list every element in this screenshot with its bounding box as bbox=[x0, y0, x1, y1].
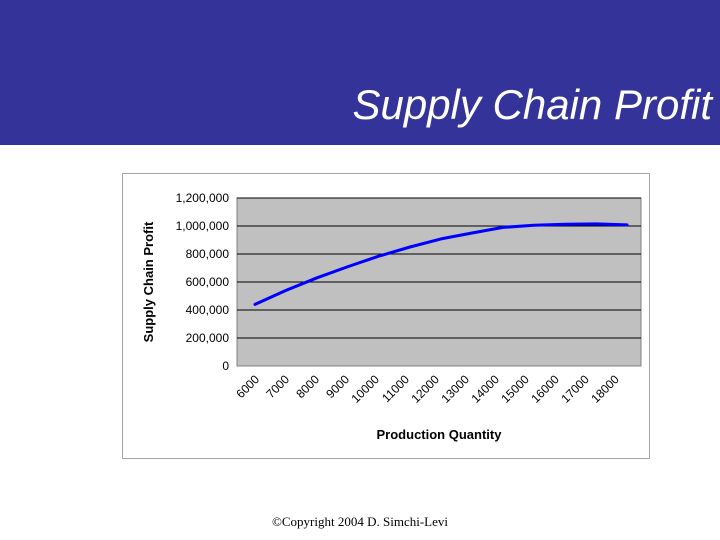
x-tick-label: 7000 bbox=[263, 372, 292, 401]
x-tick-label: 14000 bbox=[468, 372, 502, 406]
series-line bbox=[253, 222, 629, 306]
x-axis-ticks: 6000 7000 8000 9000100001100012000130001400… bbox=[233, 372, 622, 406]
slide-title: Supply Chain Profit bbox=[352, 81, 712, 128]
y-axis-label: Supply Chain Profit bbox=[141, 221, 156, 342]
x-tick-label: 15000 bbox=[498, 372, 532, 406]
x-axis-label: Production Quantity bbox=[377, 427, 503, 442]
x-tick-label: 13000 bbox=[438, 372, 472, 406]
chart: 0 200,000 400,000 600,000 800,000 1,000,000 1,… bbox=[141, 191, 642, 442]
header-band bbox=[0, 0, 720, 145]
y-axis-ticks: 0 200,000 400,000 600,000 800,000 1,000,000 1,… bbox=[176, 191, 230, 373]
x-tick-label: 17000 bbox=[558, 372, 592, 406]
y-tick-label: 0 bbox=[222, 359, 229, 373]
gridlines bbox=[237, 197, 641, 339]
y-tick-label: 1,000,000 bbox=[176, 219, 230, 233]
copyright-footer: ©Copyright 2004 D. Simchi-Levi bbox=[272, 514, 448, 529]
x-tick-label: 9000 bbox=[323, 372, 352, 401]
chart-frame: 0 200,000 400,000 600,000 800,000 1,000,000 1,… bbox=[122, 173, 650, 459]
x-tick-label: 11000 bbox=[379, 372, 412, 405]
x-tick-label: 16000 bbox=[528, 372, 562, 406]
y-tick-label: 600,000 bbox=[186, 275, 230, 289]
x-tick-label: 8000 bbox=[293, 372, 322, 401]
x-tick-label: 6000 bbox=[233, 372, 262, 401]
y-tick-label: 200,000 bbox=[186, 331, 230, 345]
x-tick-label: 12000 bbox=[408, 372, 442, 406]
y-tick-label: 400,000 bbox=[186, 303, 230, 317]
x-tick-label: 18000 bbox=[588, 372, 622, 406]
y-tick-label: 800,000 bbox=[186, 247, 230, 261]
y-tick-label: 1,200,000 bbox=[176, 191, 230, 205]
x-tick-label: 10000 bbox=[349, 372, 383, 406]
